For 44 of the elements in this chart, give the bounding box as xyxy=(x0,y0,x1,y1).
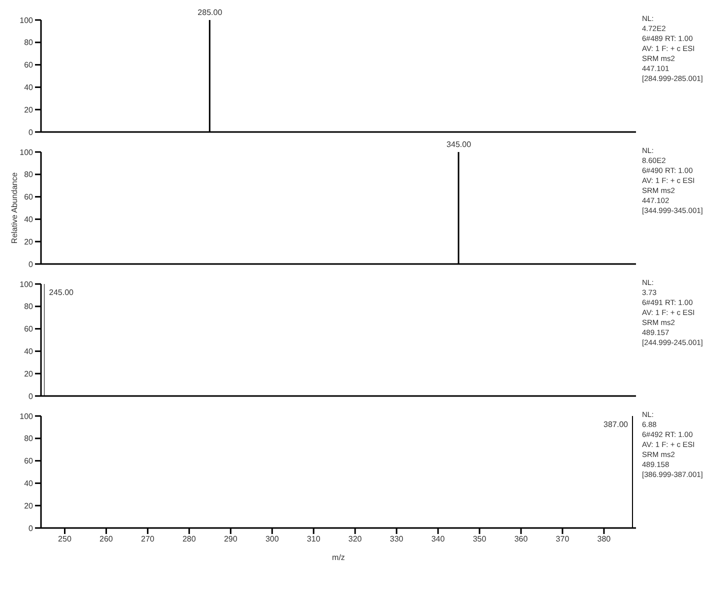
annotation: 285.00 xyxy=(198,8,223,17)
x-tick-label: 260 xyxy=(100,534,114,544)
y-tick-label: 60 xyxy=(24,456,34,466)
y-tick-label: 20 xyxy=(24,237,34,246)
y-tick-label: 20 xyxy=(24,501,34,510)
annotation: 387.00 xyxy=(604,420,629,429)
y-tick-label: 20 xyxy=(24,369,34,378)
y-tick-label: 40 xyxy=(24,83,34,92)
y-tick-label: 40 xyxy=(24,347,34,356)
y-tick-label: 100 xyxy=(20,280,34,289)
y-tick-label: 40 xyxy=(24,479,34,488)
x-tick-label: 250 xyxy=(58,534,72,544)
y-tick-label: 40 xyxy=(24,215,34,224)
y-axis-title: Relative Abundance xyxy=(10,172,19,244)
x-tick-label: 350 xyxy=(472,534,487,544)
x-tick-label: 300 xyxy=(265,534,280,544)
annotation: 245.00 xyxy=(49,288,74,297)
x-tick-label: 330 xyxy=(390,534,404,544)
y-tick-label: 100 xyxy=(20,148,34,157)
y-tick-label: 20 xyxy=(24,105,34,114)
y-tick-label: 100 xyxy=(20,16,34,25)
x-tick-label: 270 xyxy=(141,534,155,544)
x-tick-label: 320 xyxy=(348,534,362,544)
y-tick-label: 60 xyxy=(24,60,34,70)
y-tick-label: 0 xyxy=(28,260,34,269)
y-tick-label: 80 xyxy=(24,434,34,444)
y-tick-label: 0 xyxy=(28,524,34,533)
annotation: 345.00 xyxy=(446,140,472,149)
y-tick-label: 100 xyxy=(20,412,34,421)
x-tick-label: 280 xyxy=(182,534,196,544)
x-tick-label: 380 xyxy=(597,534,612,544)
x-tick-label: 290 xyxy=(224,534,238,544)
x-tick-label: 310 xyxy=(306,534,321,544)
x-tick-label: 360 xyxy=(514,534,528,544)
y-tick-label: 0 xyxy=(28,392,34,401)
y-tick-label: 60 xyxy=(24,324,34,334)
y-tick-label: 80 xyxy=(24,302,34,312)
x-axis-title: m/z xyxy=(332,553,345,562)
x-tick-label: 370 xyxy=(556,534,570,544)
y-tick-label: 80 xyxy=(24,170,34,180)
y-tick-label: 60 xyxy=(24,192,34,202)
y-tick-label: 0 xyxy=(28,128,34,137)
x-tick-label: 340 xyxy=(431,534,446,544)
y-tick-label: 80 xyxy=(24,38,34,48)
